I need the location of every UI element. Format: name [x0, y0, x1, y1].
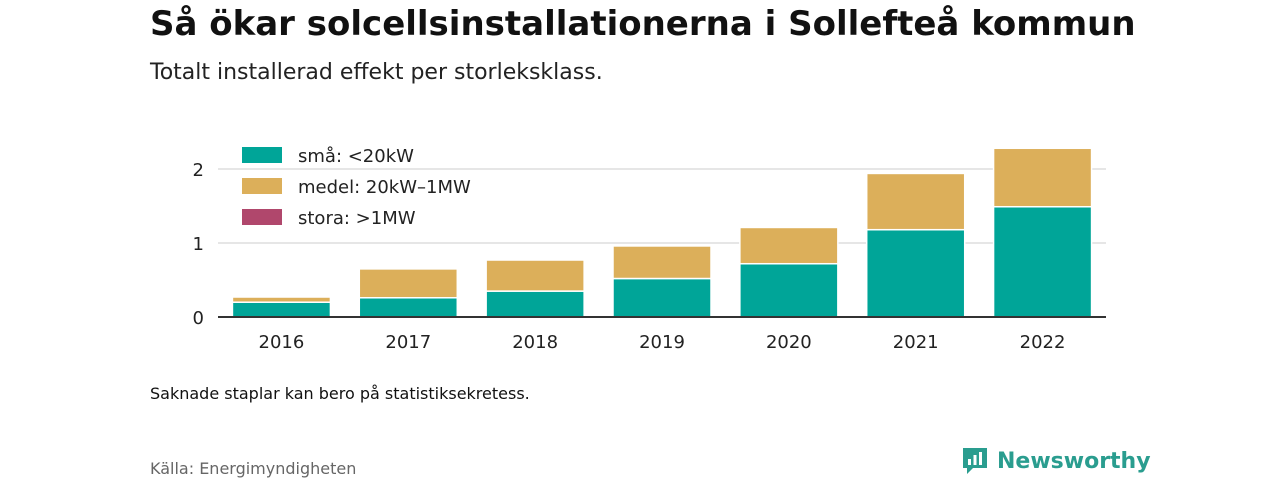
x-tick-label: 2022 — [1020, 332, 1066, 353]
legend-swatch — [242, 147, 282, 163]
bars — [231, 147, 1093, 318]
brand-logo: Newsworthy — [961, 446, 1151, 476]
y-tick-label: 1 — [193, 234, 204, 255]
legend-label: medel: 20kW–1MW — [298, 177, 471, 198]
x-tick-label: 2021 — [893, 332, 939, 353]
bar-segment — [358, 297, 459, 318]
bar-segment — [358, 268, 459, 299]
x-axis-ticks: 2016 2017 2018 2019 2020 2021 2022 — [259, 332, 1066, 353]
bar-segment — [612, 245, 712, 280]
bar-segment — [231, 301, 332, 318]
x-tick-label: 2020 — [766, 332, 812, 353]
bar-segment — [231, 296, 332, 303]
footnote: Saknade staplar kan bero på statistiksek… — [150, 384, 530, 403]
bar-segment — [612, 277, 712, 318]
legend-swatch — [242, 209, 282, 225]
bar-segment — [485, 259, 585, 292]
legend-swatch — [242, 178, 282, 194]
x-tick-label: 2016 — [259, 332, 305, 353]
y-tick-label: 0 — [193, 308, 204, 329]
source-label: Källa: Energimyndigheten — [150, 459, 357, 478]
bar-segment — [865, 172, 966, 231]
chart-subtitle: Totalt installerad effekt per storlekskl… — [150, 60, 603, 85]
chart-title: Så ökar solcellsinstallationerna i Solle… — [150, 4, 1136, 44]
x-tick-label: 2018 — [512, 332, 558, 353]
y-axis-ticks: 0 1 2 — [193, 160, 204, 329]
legend-label: stora: >1MW — [298, 208, 416, 229]
bar-segment — [865, 228, 966, 318]
bar-segment — [485, 290, 585, 318]
legend-label: små: <20kW — [298, 146, 414, 167]
brand-name: Newsworthy — [997, 448, 1151, 474]
stacked-bar-chart: 0 1 2 2016 2017 2018 2019 2020 2021 2022 små: <2… — [193, 146, 1106, 353]
bar-segment — [992, 205, 1093, 318]
bar-segment — [739, 262, 839, 318]
legend: små: <20kW medel: 20kW–1MW stora: >1MW — [242, 146, 471, 229]
x-tick-label: 2017 — [385, 332, 431, 353]
bar-segment — [739, 226, 839, 265]
newsworthy-logo-icon — [963, 448, 987, 474]
y-tick-label: 2 — [193, 160, 204, 181]
bar-segment — [992, 147, 1093, 208]
x-tick-label: 2019 — [639, 332, 685, 353]
